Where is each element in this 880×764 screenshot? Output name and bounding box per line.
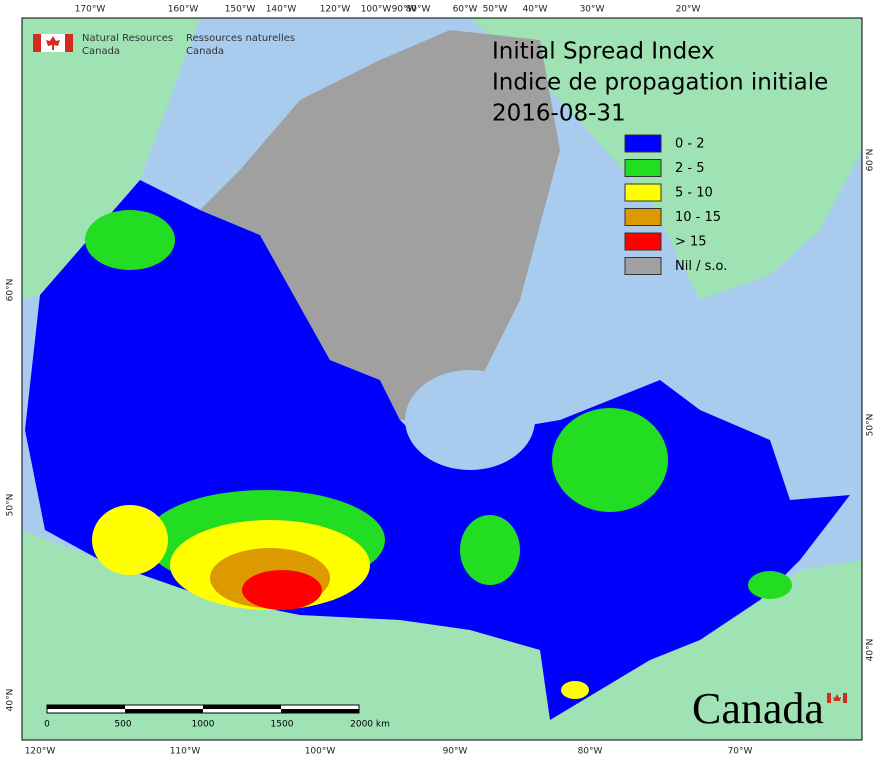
maple-leaf — [833, 694, 841, 701]
graticule-label-bottom: 70°W — [728, 747, 753, 757]
legend-label: > 15 — [675, 235, 707, 250]
arctic-nil — [200, 30, 560, 420]
scale-bar — [46, 704, 360, 714]
graticule-label-top: 90°W — [392, 5, 417, 15]
hudson-bay — [405, 370, 535, 470]
wordmark: Canada — [692, 684, 824, 733]
scale-bar-seg — [125, 709, 203, 713]
prairie-red — [242, 570, 322, 610]
legend-label: Nil / s.o. — [675, 259, 727, 274]
graticule-label-right: 40°N — [866, 639, 876, 662]
graticule-label-top: 140°W — [266, 5, 297, 15]
quebec-patch — [552, 408, 668, 512]
yukon-green — [85, 210, 175, 270]
graticule-label-top: 150°W — [225, 5, 256, 15]
graticule-label-bottom: 110°W — [170, 747, 201, 757]
legend-label: 5 - 10 — [675, 186, 713, 201]
flag-bar — [33, 34, 41, 52]
legend-label: 0 - 2 — [675, 137, 705, 152]
flag-bar — [843, 693, 847, 703]
usa — [22, 530, 862, 740]
graticule-label-bottom: 100°W — [305, 747, 336, 757]
scale-label: 500 — [114, 720, 131, 730]
graticule-label-left: 50°N — [6, 494, 16, 517]
flag-bar — [827, 693, 831, 703]
graticule-label-top: 170°W — [75, 5, 106, 15]
graticule-label-bottom: 90°W — [443, 747, 468, 757]
graticule-label-left: 40°N — [6, 689, 16, 712]
graticule-label-top: 30°W — [580, 5, 605, 15]
legend-label: 10 - 15 — [675, 210, 721, 225]
scale-label: 1500 — [271, 720, 294, 730]
maple-leaf — [46, 36, 60, 50]
greenland — [470, 18, 862, 300]
graticule-label-left: 60°N — [6, 279, 16, 302]
map-area — [22, 18, 862, 740]
graticule-label-top: 20°W — [676, 5, 701, 15]
map-title: 2016-08-31 — [492, 101, 626, 127]
graticule-label-right: 50°N — [866, 414, 876, 437]
scale-label: 0 — [44, 720, 50, 730]
ontario-green — [460, 515, 520, 585]
graticule-label-right: 60°N — [866, 149, 876, 172]
logo — [33, 34, 847, 703]
flag-bar — [65, 34, 73, 52]
scale-bar-seg — [47, 705, 125, 709]
legend-label: 2 - 5 — [675, 161, 705, 176]
scale-label: 2000 km — [350, 720, 390, 730]
graticule-label-bottom: 80°W — [578, 747, 603, 757]
alaska — [22, 18, 200, 300]
scale-label: 1000 — [192, 720, 215, 730]
org-name-fr: Canada — [186, 46, 224, 57]
bc-yellow — [92, 505, 168, 575]
legend-swatch — [624, 257, 662, 275]
scale-bar-seg — [281, 709, 359, 713]
legend-swatch — [624, 232, 662, 251]
org-name-fr: Ressources naturelles — [186, 33, 295, 44]
legend-swatch — [624, 134, 662, 153]
graticule-label-top: 160°W — [168, 5, 199, 15]
graticule-label-top: 120°W — [320, 5, 351, 15]
map-title: Indice de propagation initiale — [492, 70, 828, 96]
org-name-en: Natural Resources — [82, 33, 173, 44]
map-title: Initial Spread Index — [492, 39, 715, 65]
graticule-label-top: 50°W — [483, 5, 508, 15]
legend-swatch — [624, 159, 662, 177]
org-name-en: Canada — [82, 46, 120, 57]
legend-swatch — [624, 208, 662, 226]
ontario-yellow — [561, 681, 589, 699]
map-border — [21, 17, 863, 741]
graticule-label-top: 60°W — [453, 5, 478, 15]
graticule-label-top: 100°W — [361, 5, 392, 15]
graticule-label-top: 80°W — [406, 5, 431, 15]
scale-bar-seg — [203, 705, 281, 709]
maritimes-green — [748, 571, 792, 599]
graticule-label-top: 40°W — [523, 5, 548, 15]
graticule-label-bottom: 120°W — [25, 747, 56, 757]
legend-swatch — [624, 183, 662, 202]
